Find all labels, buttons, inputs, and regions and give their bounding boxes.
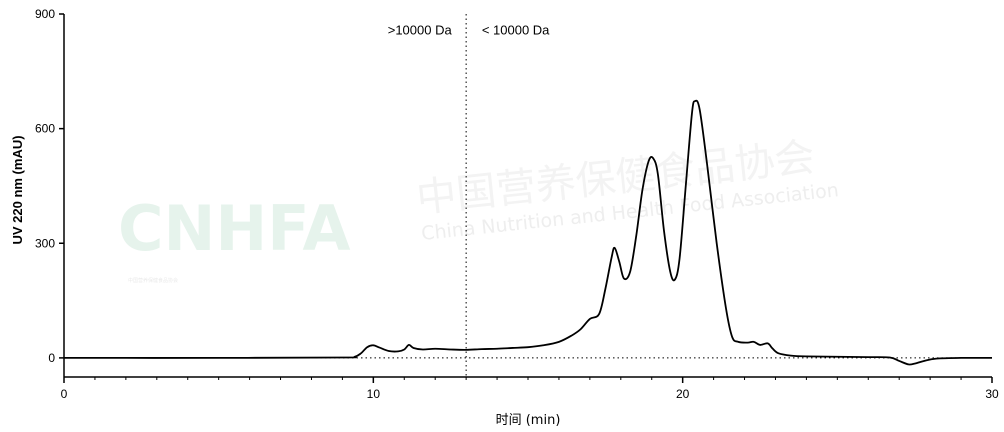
series-line-0 [63, 99, 993, 366]
y-tick-label: 0 [48, 351, 55, 365]
watermark: CNHFA 中国营养保健食品协会 中国营养保健食品协会 China Nutrit… [118, 134, 840, 284]
watermark-logo-text: CNHFA [118, 192, 351, 265]
axes: 0 300 600 900 0 10 20 30 [35, 7, 999, 401]
x-axis-label: 时间 (min) [496, 413, 561, 428]
y-axis-label: UV 220 nm (mAU) [10, 135, 25, 244]
plot-area [63, 14, 993, 377]
x-tick-label: 0 [61, 387, 68, 401]
y-tick-label: 300 [35, 236, 55, 250]
y-tick-label: 600 [35, 122, 55, 136]
x-tick-label: 10 [367, 387, 381, 401]
y-tick-label: 900 [35, 7, 55, 21]
x-tick-label: 30 [985, 387, 999, 401]
x-tick-label: 20 [676, 387, 690, 401]
annotation-above-10000: >10000 Da [388, 22, 453, 37]
annotation-below-10000: < 10000 Da [482, 22, 550, 37]
watermark-logo-small-text: 中国营养保健食品协会 [128, 277, 178, 284]
